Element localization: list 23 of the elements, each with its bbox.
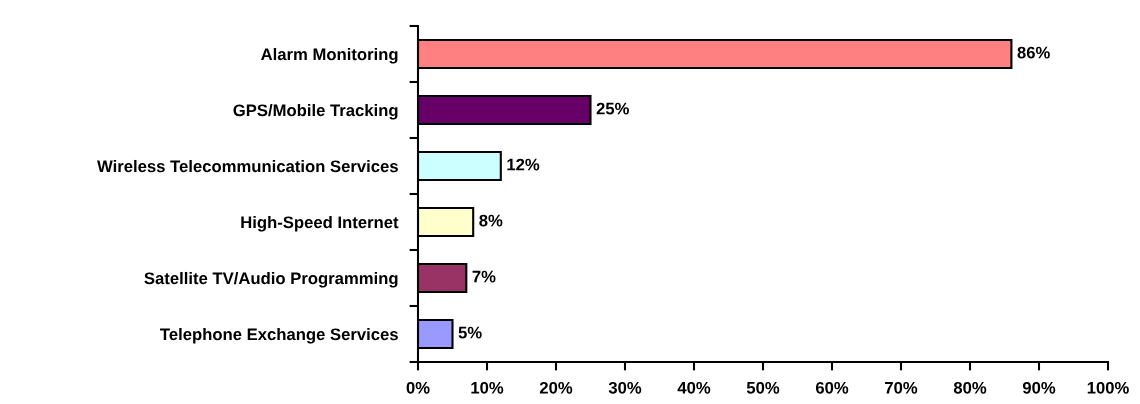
y-tick-label: Satellite TV/Audio Programming bbox=[144, 271, 398, 288]
data-label: 86% bbox=[1017, 46, 1050, 59]
data-label: 7% bbox=[472, 270, 496, 283]
x-tick-label: 70% bbox=[885, 381, 918, 394]
x-tick-label: 20% bbox=[539, 381, 573, 394]
x-tick-label: 60% bbox=[815, 381, 849, 394]
data-label: 5% bbox=[458, 326, 482, 339]
data-label: 25% bbox=[596, 102, 629, 115]
data-label: 8% bbox=[479, 214, 503, 227]
x-tick-label: 50% bbox=[746, 381, 780, 394]
x-tick-label: 80% bbox=[953, 381, 987, 394]
y-tick-label: GPS/Mobile Tracking bbox=[233, 103, 398, 120]
y-tick-label: Telephone Exchange Services bbox=[160, 327, 398, 344]
y-tick-label: Wireless Telecommunication Services bbox=[97, 159, 398, 173]
x-tick-label: 100% bbox=[1087, 381, 1129, 394]
x-tick-label: 0% bbox=[406, 381, 430, 394]
x-tick-label: 90% bbox=[1022, 381, 1056, 394]
y-tick-label: High-Speed Internet bbox=[241, 215, 399, 232]
data-label: 12% bbox=[507, 158, 540, 171]
x-tick-label: 10% bbox=[471, 381, 504, 394]
x-tick-label: 40% bbox=[677, 381, 711, 394]
x-tick-label: 30% bbox=[608, 381, 642, 394]
y-tick-label: Alarm Monitoring bbox=[261, 47, 398, 64]
